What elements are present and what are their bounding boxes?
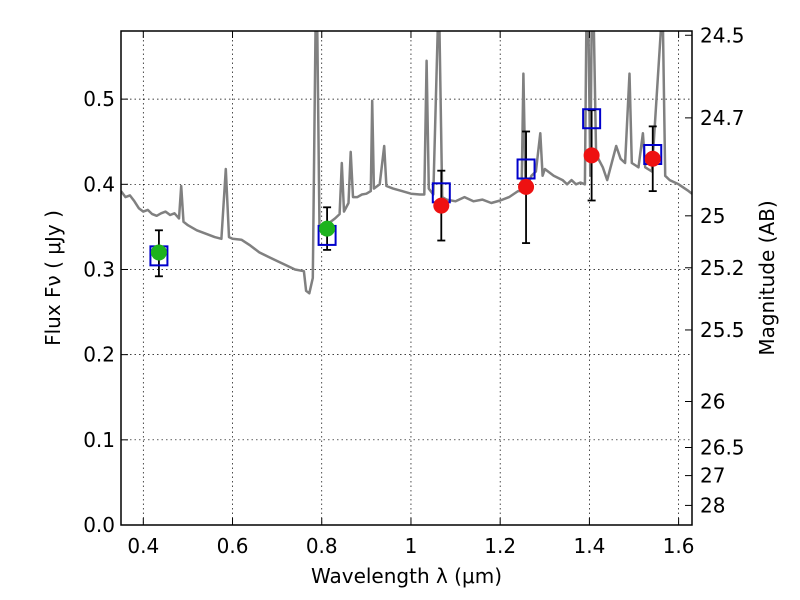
right-tick-label: 24.5 [700, 23, 745, 47]
y-axis-label: Flux Fν ( μJy ) [41, 210, 65, 346]
x-tick-label: 0.8 [306, 534, 338, 558]
x-axis-label: Wavelength λ (μm) [311, 564, 502, 588]
model-flux-square [582, 108, 602, 130]
y-tick-label: 0.2 [83, 343, 115, 367]
right-tick-label: 25.5 [700, 318, 745, 342]
right-tick-label: 26 [700, 390, 725, 414]
green-data-point [319, 220, 336, 237]
y-axis-label-right: Magnitude (AB) [755, 200, 779, 355]
y-tick-label: 0.0 [83, 513, 115, 537]
x-tick-label: 0.4 [127, 534, 159, 558]
plot-frame [120, 30, 693, 526]
right-tick-label: 27 [700, 464, 725, 488]
right-tick-label: 28 [700, 493, 725, 517]
axis-ticks [121, 31, 692, 526]
model-flux-square [516, 158, 536, 180]
x-tick-label: 1.4 [573, 534, 605, 558]
red-data-point [433, 197, 450, 214]
template-spectrum-line [121, 31, 692, 295]
x-tick-label: 1.2 [484, 534, 516, 558]
y-tick-label: 0.3 [83, 257, 115, 281]
red-data-point [583, 147, 600, 164]
y-tick-label: 0.4 [83, 172, 115, 196]
y-tick-label: 0.5 [83, 87, 115, 111]
red-data-point [644, 150, 661, 167]
axis-labels: 0.4 0.6 0.8 1 1.2 1.4 1.6 0.0 0.1 0.2 0.3 0.4 0.5 24.… [41, 23, 779, 588]
right-tick-label: 25 [700, 204, 725, 228]
grid [121, 31, 692, 526]
right-tick-label: 24.7 [700, 106, 745, 130]
right-tick-label: 26.5 [700, 435, 745, 459]
right-tick-label: 25.2 [700, 256, 745, 280]
y-tick-label: 0.1 [83, 428, 115, 452]
x-tick-label: 1.6 [663, 534, 695, 558]
red-data-point [518, 178, 535, 195]
green-data-point [150, 244, 167, 261]
x-tick-label: 0.6 [217, 534, 249, 558]
plot-area [121, 31, 692, 295]
x-tick-label: 1 [405, 534, 418, 558]
